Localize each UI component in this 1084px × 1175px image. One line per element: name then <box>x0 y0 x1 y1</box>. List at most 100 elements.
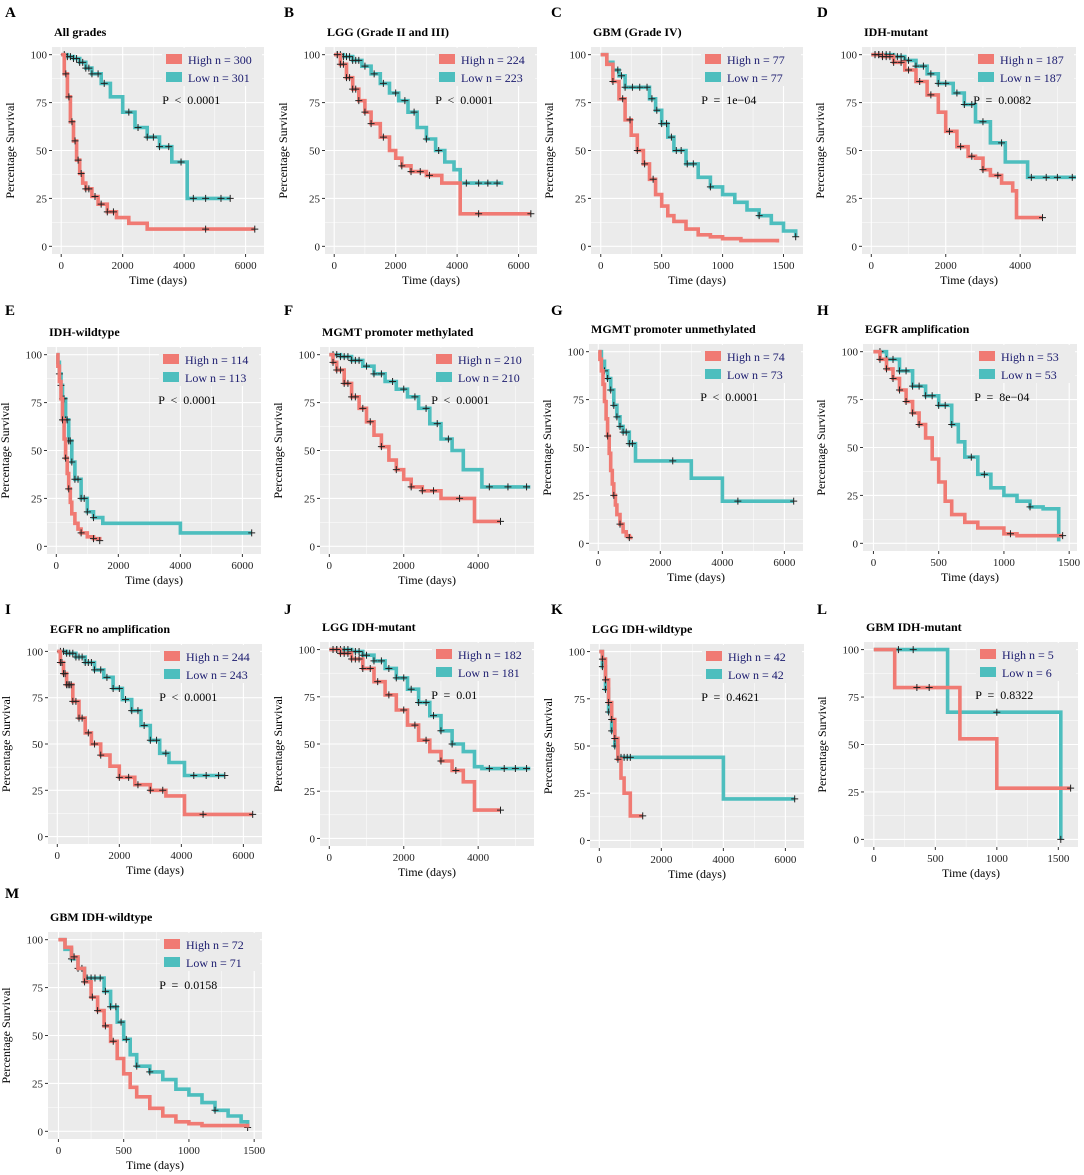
x-axis-title: Time (days) <box>941 570 999 584</box>
legend-label-high: High n = 42 <box>728 650 786 664</box>
y-tick-label: 0 <box>580 835 586 847</box>
censor-mark <box>70 953 78 961</box>
censor-mark <box>905 56 913 64</box>
censor-mark <box>74 156 82 164</box>
survival-curve-high <box>600 52 780 243</box>
censor-mark <box>84 729 92 737</box>
legend-label-high: High n = 182 <box>458 648 522 662</box>
censor-mark <box>128 707 136 715</box>
x-tick-label: 2000 <box>649 557 672 569</box>
legend-key-low <box>706 669 722 679</box>
censor-mark <box>611 734 619 742</box>
censor-mark <box>1059 532 1067 540</box>
censor-mark <box>385 664 393 672</box>
censor-mark <box>109 208 117 216</box>
y-tick-label: 50 <box>309 146 321 158</box>
x-axis-title: Time (days) <box>667 570 725 584</box>
censor-mark <box>444 435 452 443</box>
x-tick-label: 6000 <box>773 557 796 569</box>
censor-mark <box>504 483 512 491</box>
panel-title: MGMT promoter unmethylated <box>591 322 756 336</box>
censor-mark <box>979 166 987 174</box>
x-tick-label: 500 <box>115 1145 132 1157</box>
survival-curve-high <box>598 349 633 540</box>
y-tick-label: 25 <box>846 193 858 205</box>
legend-label-low: Low n = 210 <box>458 371 520 385</box>
p-value: P < 0.0001 <box>158 393 216 407</box>
series-high <box>598 649 647 820</box>
legend-label-high: High n = 74 <box>727 350 785 364</box>
censor-mark <box>344 379 352 387</box>
censor-mark <box>134 707 142 715</box>
censor-mark <box>791 795 799 803</box>
censor-mark <box>689 160 697 168</box>
censor-mark <box>890 58 898 66</box>
panel-title: All grades <box>54 25 107 39</box>
censor-mark <box>355 97 363 105</box>
censor-mark <box>91 193 99 200</box>
censor-mark <box>639 812 647 820</box>
censor-mark <box>199 810 207 818</box>
x-tick-label: 0 <box>55 850 61 862</box>
panel-i: I EGFR no amplification 0 25 50 75 100 0 2000 400… <box>0 602 262 877</box>
censor-mark <box>485 483 493 491</box>
x-axis-title: Time (days) <box>398 573 456 587</box>
censor-mark <box>96 974 104 982</box>
censor-mark <box>609 78 617 85</box>
y-tick-label: 75 <box>574 694 586 706</box>
censor-mark <box>617 72 625 80</box>
y-tick-label: 50 <box>573 443 585 455</box>
censor-mark <box>475 210 483 218</box>
y-tick-label: 0 <box>38 832 44 844</box>
censor-mark <box>437 727 445 735</box>
censor-mark <box>72 697 80 705</box>
censor-mark <box>115 684 123 692</box>
legend-key-low <box>166 72 182 82</box>
censor-mark <box>415 698 423 706</box>
censor-mark <box>979 118 987 126</box>
censor-mark <box>146 786 154 794</box>
censor-mark <box>1067 784 1075 792</box>
x-tick-label: 0 <box>871 557 877 569</box>
censor-mark <box>88 993 96 1001</box>
censor-mark <box>641 160 649 168</box>
y-tick-label: 50 <box>575 146 587 158</box>
censor-mark <box>610 401 618 409</box>
y-tick-label: 50 <box>574 741 586 753</box>
legend-key-low <box>436 667 452 677</box>
censor-mark <box>433 420 441 428</box>
censor-mark <box>68 458 76 466</box>
x-tick-label: 1000 <box>986 853 1009 865</box>
legend-label-high: High n = 224 <box>461 53 525 67</box>
panel-title: EGFR no amplification <box>50 622 170 636</box>
censor-mark <box>493 179 501 187</box>
censor-mark <box>462 179 470 187</box>
x-tick-label: 1500 <box>1047 853 1070 865</box>
p-value: P < 0.0001 <box>431 393 489 407</box>
legend-key-high <box>705 351 721 361</box>
censor-mark <box>613 413 621 421</box>
censor-mark <box>1006 530 1014 538</box>
censor-mark <box>361 62 369 70</box>
y-tick-label: 0 <box>42 241 48 253</box>
censor-mark <box>633 147 641 154</box>
y-axis-title: Percentage Survival <box>0 987 13 1084</box>
p-value: P = 0.4621 <box>701 690 759 704</box>
y-tick-label: 25 <box>847 490 859 502</box>
panel-letter: H <box>817 303 829 319</box>
legend-label-high: High n = 114 <box>185 353 248 367</box>
y-axis-title: Percentage Survival <box>814 399 828 496</box>
censor-mark <box>329 358 337 366</box>
censor-mark <box>67 681 75 689</box>
censor-mark <box>411 721 419 729</box>
y-tick-label: 75 <box>847 395 859 407</box>
legend: High n = 114 Low n = 113 <box>159 348 259 386</box>
censor-mark <box>625 534 633 542</box>
x-axis-title: Time (days) <box>126 863 184 877</box>
censor-mark <box>497 517 505 525</box>
censor-mark <box>967 453 975 461</box>
censor-mark <box>117 1018 125 1026</box>
y-tick-label: 25 <box>32 1078 44 1090</box>
y-tick-label: 25 <box>36 193 48 205</box>
series-low <box>873 348 1061 542</box>
